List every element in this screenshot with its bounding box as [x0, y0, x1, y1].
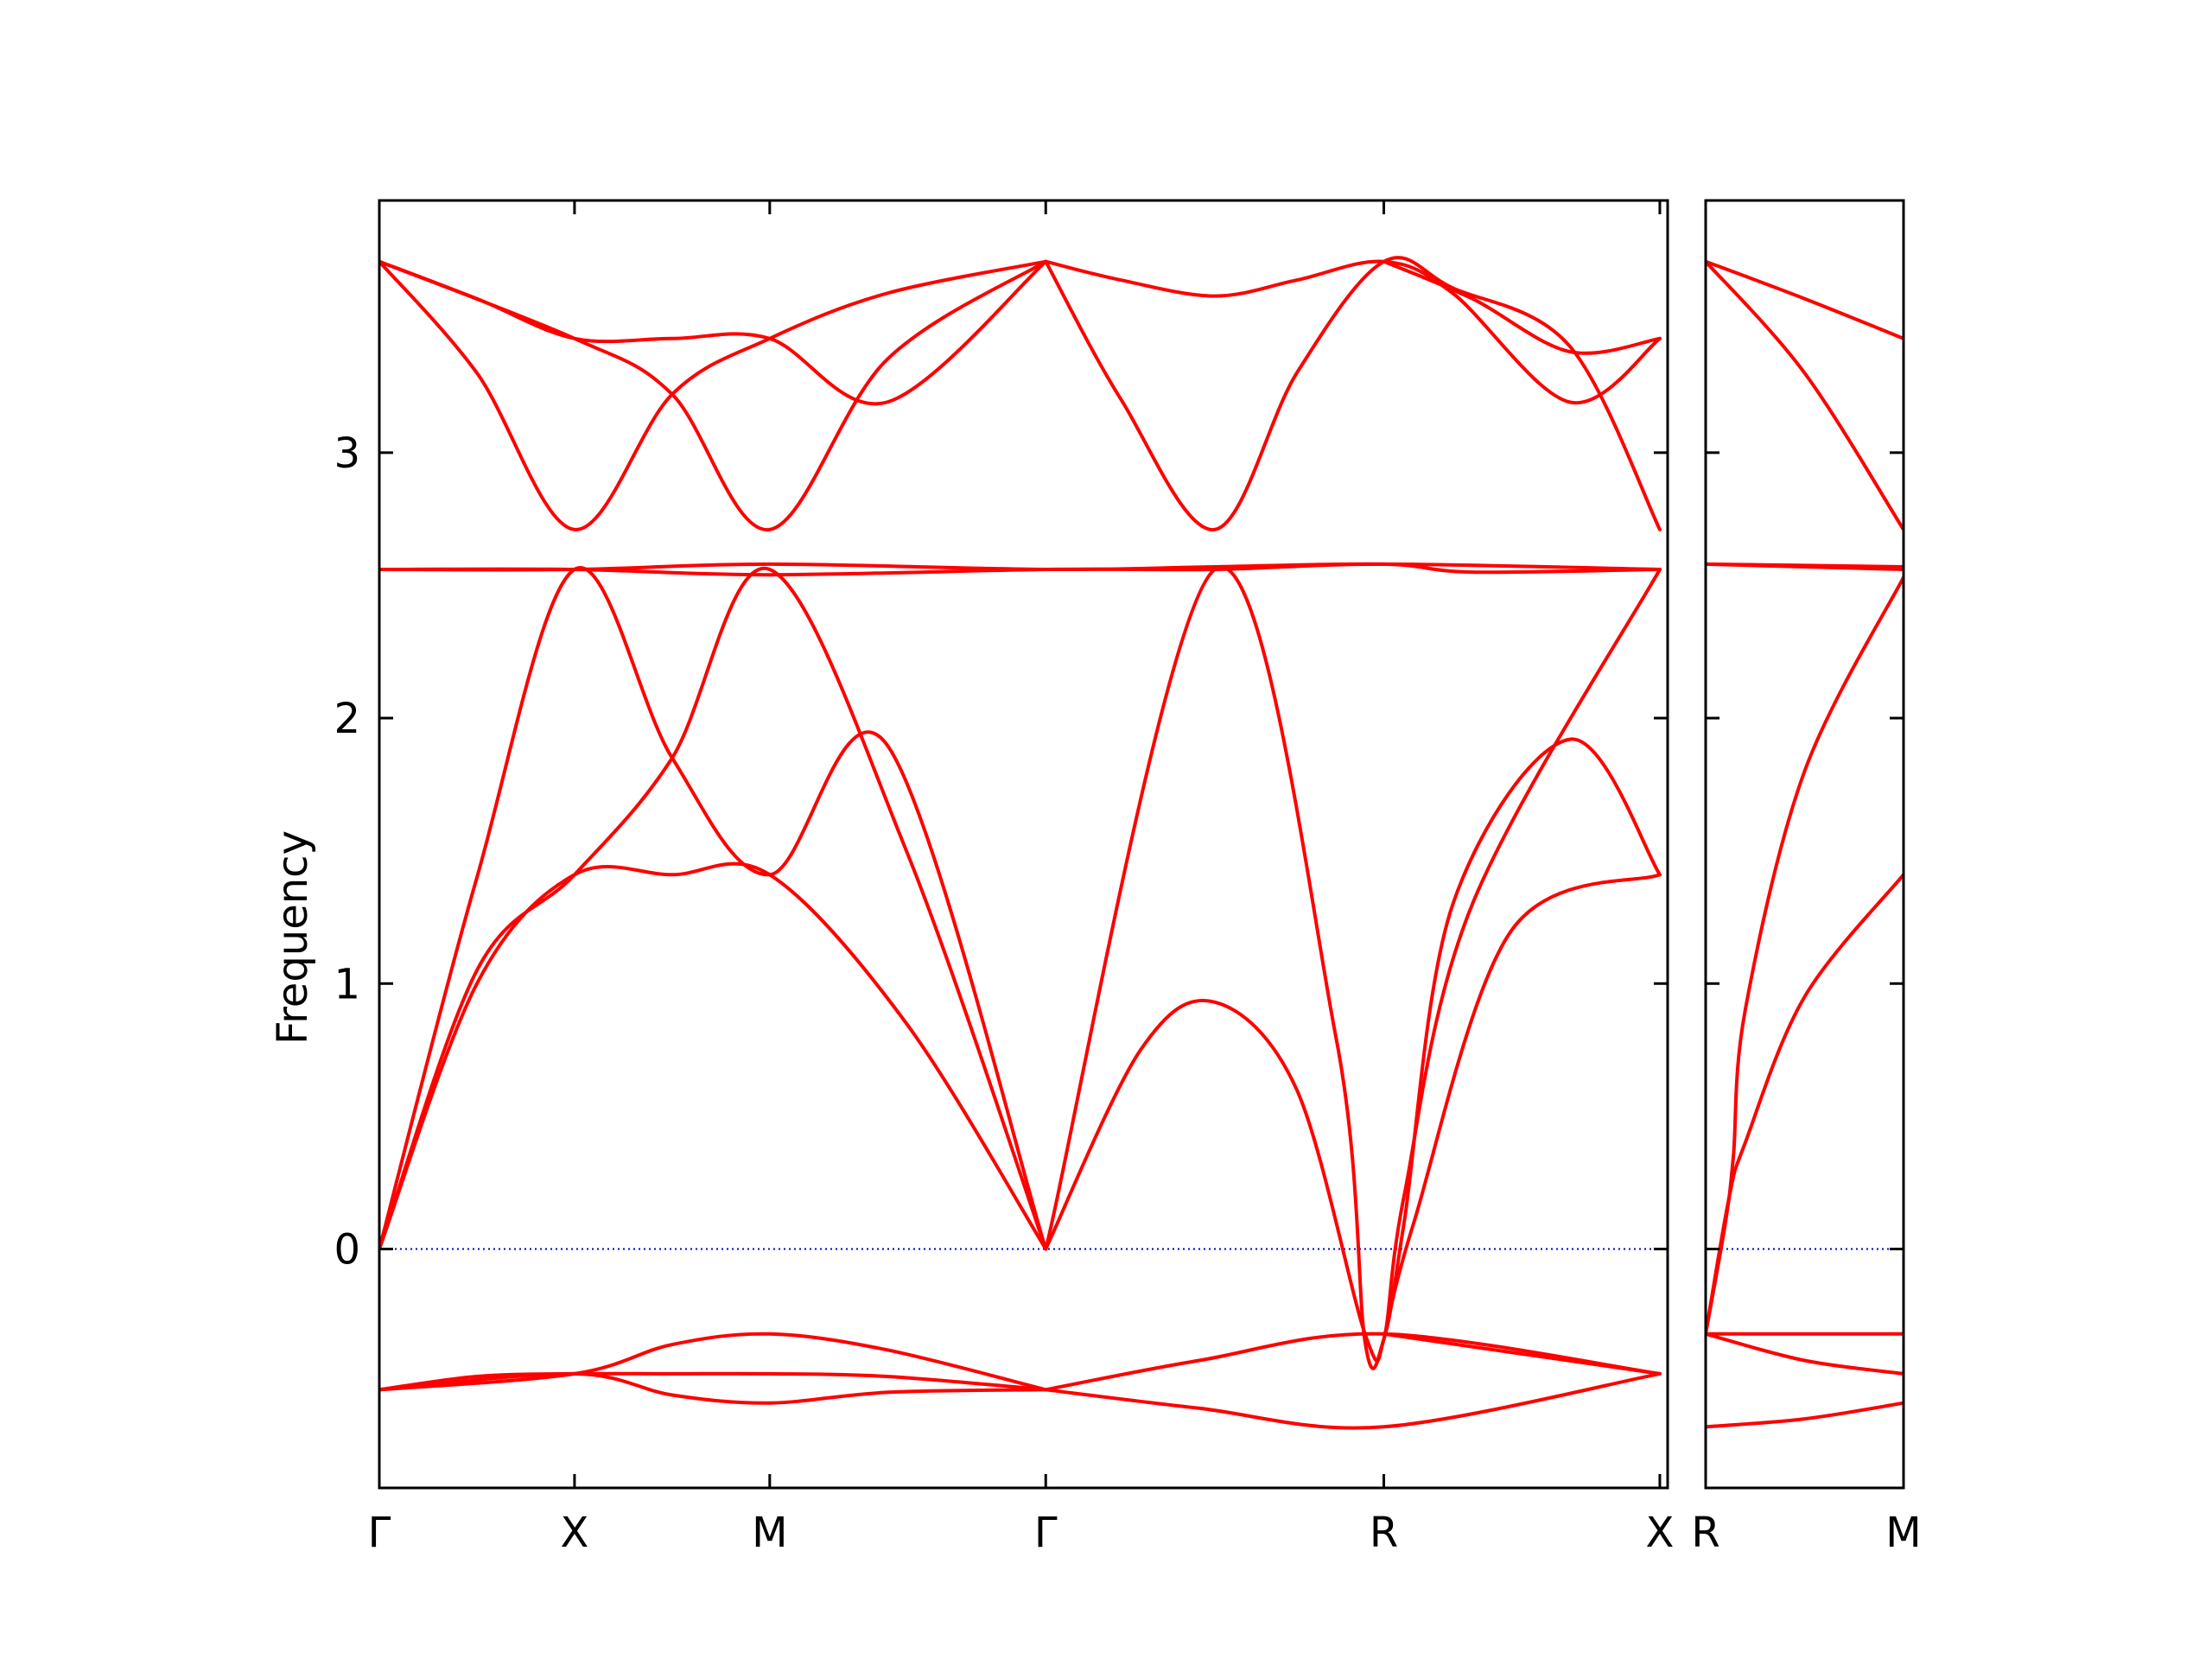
band-line-9: [1706, 1401, 1904, 1429]
x-tick-label: R: [1691, 1509, 1719, 1557]
axes-frame: [378, 199, 1669, 1490]
band-line-3: [379, 259, 1048, 531]
x-tick-label: X: [1646, 1509, 1675, 1557]
band-line-14: [1382, 873, 1662, 1341]
y-axis-label: Frequency: [269, 830, 317, 1045]
band-line-5: [1706, 575, 1904, 1336]
x-tick-label: R: [1370, 1509, 1398, 1557]
x-tick-label: M: [752, 1509, 787, 1557]
axes-frame: [1704, 199, 1905, 1490]
band-line-8: [1706, 1332, 1904, 1376]
band-line-6: [1706, 873, 1904, 1336]
band-line-13: [1044, 568, 1662, 1363]
band-line-4: [1044, 259, 1662, 405]
band-line-2: [379, 259, 1048, 531]
band-line-6: [1382, 259, 1662, 355]
x-tick-label: Γ: [1034, 1509, 1058, 1557]
band-line-12: [1044, 565, 1662, 1370]
band-line-5: [1044, 256, 1662, 531]
band-line-15: [379, 1371, 1048, 1392]
band-line-20: [1382, 1332, 1662, 1376]
band-line-19: [1044, 1332, 1662, 1392]
band-line-11: [379, 861, 1048, 1251]
x-tick-label: Γ: [368, 1509, 391, 1557]
x-tick-label: X: [560, 1509, 588, 1557]
band-line-4: [1706, 562, 1904, 569]
y-tick-label: 0: [334, 1226, 360, 1274]
band-line-18: [1044, 1371, 1662, 1430]
band-line-16: [379, 1332, 1048, 1392]
y-tick-label: 2: [334, 695, 360, 743]
y-tick-label: 3: [334, 429, 360, 478]
band-line-9: [379, 566, 1048, 1251]
band-line-17: [379, 1371, 1048, 1405]
band-line-10: [379, 566, 1048, 1251]
y-tick-label: 1: [334, 960, 360, 1008]
panel-main: Γ X M Γ R X 0 1 2 3: [334, 199, 1675, 1557]
band-line-1: [1706, 259, 1904, 340]
band-line-1: [379, 259, 1048, 406]
x-tick-label: M: [1885, 1509, 1921, 1557]
band-line-2: [1706, 259, 1904, 531]
